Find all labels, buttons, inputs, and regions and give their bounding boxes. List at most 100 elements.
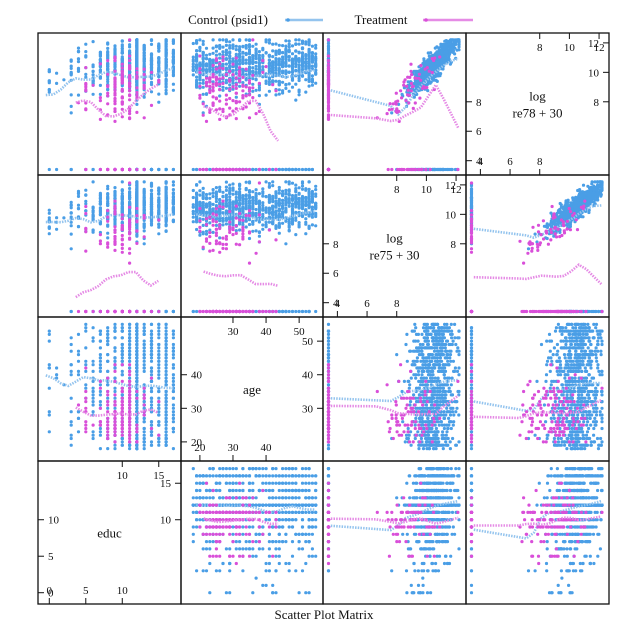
point-control (120, 49, 124, 53)
point-treatment (409, 62, 413, 66)
point-control (277, 68, 281, 72)
point-treatment (411, 167, 415, 172)
point-control (238, 38, 242, 42)
point-control (171, 88, 175, 92)
point-control (314, 68, 318, 72)
point-treatment (208, 110, 212, 114)
point-control (442, 46, 446, 50)
point-treatment (326, 75, 331, 79)
point-control (201, 204, 205, 208)
point-control (69, 220, 73, 224)
point-control (164, 188, 168, 192)
point-control (128, 45, 132, 49)
point-treatment (267, 167, 271, 172)
point-treatment (204, 76, 209, 80)
point-control (195, 41, 199, 45)
point-control (234, 195, 238, 200)
smoother-control (45, 66, 174, 97)
point-control (157, 56, 161, 60)
point-control (128, 202, 132, 206)
point-control (201, 69, 205, 73)
point-treatment (113, 102, 117, 106)
point-control (113, 44, 117, 48)
point-control (284, 56, 288, 60)
point-control (300, 184, 305, 188)
legend-label-treatment: Treatment (355, 12, 408, 27)
point-control (106, 184, 110, 188)
point-control (91, 69, 95, 73)
point-control (142, 54, 146, 58)
point-treatment (142, 83, 146, 87)
point-treatment (128, 251, 132, 255)
point-treatment (113, 242, 117, 246)
point-control (224, 53, 228, 57)
point-treatment (142, 72, 146, 77)
point-control (310, 189, 314, 194)
point-control (128, 193, 132, 197)
point-treatment (113, 85, 117, 90)
point-control (264, 79, 268, 83)
point-control (135, 38, 139, 42)
point-control (164, 73, 168, 77)
point-control (98, 92, 102, 96)
point-control (106, 192, 110, 196)
point-treatment (135, 229, 139, 233)
point-treatment (84, 83, 88, 87)
panel-re78-vs-age (180, 32, 324, 176)
point-treatment (326, 54, 331, 58)
point-control (287, 70, 291, 74)
point-control (84, 202, 88, 206)
point-control (211, 80, 215, 84)
diagonal-tick-label-re78: 8 (594, 97, 600, 109)
point-control (304, 40, 308, 44)
point-treatment (120, 167, 124, 172)
point-treatment (157, 309, 161, 314)
point-control (238, 45, 242, 49)
point-control (164, 222, 168, 227)
point-treatment (157, 80, 161, 84)
point-control (261, 167, 265, 172)
point-control (241, 60, 245, 64)
point-control (314, 81, 318, 85)
point-control (231, 59, 235, 63)
point-control (300, 41, 305, 46)
point-control (241, 51, 245, 55)
point-control (218, 56, 222, 60)
point-treatment (241, 167, 245, 172)
point-treatment (135, 93, 139, 97)
point-control (421, 75, 425, 79)
point-control (413, 81, 417, 85)
point-treatment (128, 58, 132, 63)
point-treatment (211, 167, 215, 172)
point-control (304, 64, 308, 68)
point-treatment (211, 103, 215, 107)
point-control (164, 167, 168, 172)
point-control (435, 50, 439, 54)
point-control (300, 74, 305, 78)
point-control (157, 210, 161, 214)
point-control (447, 56, 451, 61)
point-control (238, 228, 242, 232)
point-treatment (409, 167, 413, 172)
point-treatment (120, 228, 124, 232)
point-control (281, 61, 285, 65)
point-treatment (244, 85, 248, 89)
point-control (277, 43, 281, 47)
point-control (310, 74, 314, 78)
point-treatment (247, 116, 252, 120)
point-control (135, 83, 139, 87)
point-control (297, 221, 301, 225)
point-treatment (411, 106, 415, 110)
point-control (287, 55, 291, 59)
point-control (440, 49, 444, 53)
point-treatment (211, 63, 215, 68)
point-control (297, 60, 301, 64)
point-control (91, 167, 95, 172)
point-treatment (211, 95, 215, 99)
point-treatment (84, 108, 88, 112)
point-treatment (128, 223, 132, 227)
point-treatment (135, 75, 139, 79)
point-control (390, 111, 394, 115)
point-control (47, 225, 51, 229)
